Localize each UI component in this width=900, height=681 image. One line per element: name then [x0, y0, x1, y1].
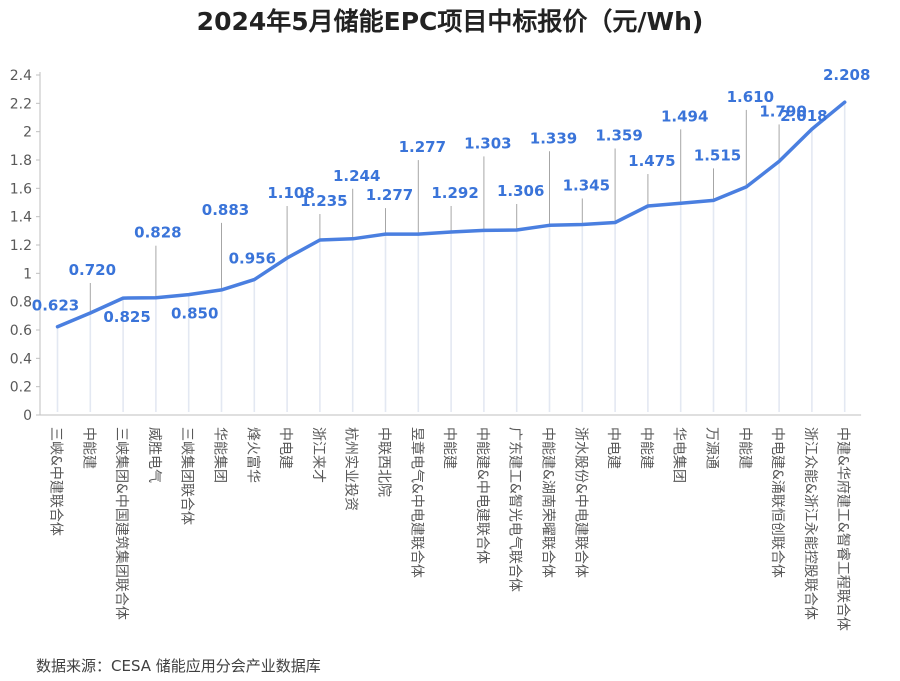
y-tick-label: 1.8: [10, 153, 32, 169]
data-point: [88, 311, 92, 315]
data-point: [56, 325, 59, 329]
x-category-label: 中能建&湖南荣曜联合体: [540, 427, 556, 578]
x-category-label: 中电建: [277, 427, 293, 469]
x-category-label: 中联西北院: [376, 427, 392, 497]
data-label: 2.018: [780, 107, 827, 125]
data-point: [646, 204, 650, 208]
data-point: [810, 127, 814, 131]
y-tick-label: 0: [23, 408, 32, 424]
data-point: [351, 237, 355, 241]
x-category-label: 华电集团: [671, 427, 688, 483]
x-category-label: 浙江众能&浙江永能控股联合体: [802, 427, 818, 620]
data-label: 1.108: [267, 184, 314, 202]
data-point: [482, 228, 486, 232]
x-category-label: 中能建: [736, 427, 752, 469]
data-point: [613, 220, 617, 224]
data-point: [154, 296, 158, 300]
y-tick-label: 0.2: [10, 380, 32, 396]
data-point: [285, 256, 289, 260]
data-point: [384, 232, 387, 236]
x-category-label: 广东建工&智光电气联合体: [507, 427, 523, 592]
y-tick-label: 1.4: [10, 210, 32, 226]
y-tick-label: 0.4: [10, 351, 32, 367]
y-tick-label: 2.4: [10, 68, 32, 84]
y-axis: 0 0.2 0.4 0.6 0.8 1 1.2 1.4 1.6 1.8 2 2.2 2.4: [10, 68, 41, 424]
data-point: [548, 223, 551, 227]
x-category-label: 三峡集团&中国建筑集团联合体: [113, 427, 130, 620]
x-category-label: 昱章电气&中电建联合体: [408, 427, 425, 578]
data-point: [449, 230, 453, 234]
data-point: [252, 278, 256, 282]
data-point: [679, 201, 683, 205]
y-tick-label: 2: [23, 125, 32, 141]
data-point: [416, 232, 420, 236]
data-label: 1.235: [300, 192, 347, 210]
x-category-label: 中能建: [441, 427, 457, 469]
data-point: [580, 222, 584, 226]
x-category-label: 中电建&涌联恒创联合体: [769, 427, 785, 578]
data-point: [121, 296, 125, 300]
x-category-label: 威胜电气: [146, 427, 162, 483]
data-point: [777, 159, 781, 163]
data-point: [187, 293, 191, 297]
data-point: [220, 288, 223, 292]
y-tick-label: 1: [23, 266, 32, 282]
data-label: 0.883: [202, 201, 249, 219]
series-line-group: [55, 100, 847, 329]
data-label: 0.956: [229, 250, 276, 268]
data-labels: 0.623 0.720 0.825 0.828 0.850 0.883 0.956 1.108…: [32, 66, 871, 326]
y-tick-label: 2.2: [10, 96, 32, 112]
x-category-label: 杭州实业投资: [343, 427, 359, 511]
data-point: [712, 198, 715, 202]
data-label: 2.208: [823, 66, 870, 84]
data-label: 1.303: [464, 134, 511, 152]
data-label: 1.475: [628, 152, 675, 170]
x-category-label: 中能建: [80, 427, 96, 469]
data-label: 1.339: [530, 129, 577, 147]
x-category-label: 烽火富华: [244, 427, 261, 483]
data-label: 1.494: [661, 107, 708, 125]
data-label: 1.277: [366, 186, 413, 204]
data-point: [843, 100, 847, 104]
data-point: [515, 228, 519, 232]
y-tick-label: 0.6: [10, 323, 32, 339]
label-leader-lines: [56, 102, 846, 412]
data-label: 0.623: [32, 297, 79, 315]
x-category-label: 三峡&中建联合体: [48, 427, 64, 536]
x-category-label: 万源通: [704, 427, 720, 469]
data-label: 1.244: [333, 167, 380, 185]
chart-title: 2024年5月储能EPC项目中标报价（元/Wh): [196, 7, 704, 36]
y-tick-label: 1.2: [10, 238, 32, 254]
data-label: 0.825: [103, 308, 150, 326]
source-note: 数据来源：CESA 储能应用分会产业数据库: [36, 657, 321, 675]
data-point: [744, 185, 748, 189]
x-category-label: 三峡集团联合体: [179, 427, 196, 525]
y-tick-label: 0.8: [10, 295, 32, 311]
data-point: [318, 238, 322, 242]
x-category-label: 中电建: [605, 427, 621, 469]
x-category-label: 中能建: [638, 427, 654, 469]
x-category-label: 中能建&中电建联合体: [474, 427, 490, 564]
data-label: 1.292: [431, 184, 478, 202]
data-label: 1.610: [727, 88, 774, 106]
x-category-label: 浙水股份&中电建联合体: [572, 427, 588, 578]
data-label: 1.359: [595, 126, 642, 144]
data-label: 0.720: [69, 261, 116, 279]
data-label: 1.277: [399, 138, 446, 156]
category-labels: 三峡&中建联合体 中能建 三峡集团&中国建筑集团联合体 威胜电气 三峡集团联合体 华能集团…: [48, 427, 851, 631]
data-label: 1.345: [563, 176, 610, 194]
data-label: 1.306: [497, 182, 544, 200]
x-category-label: 浙江来才: [310, 427, 326, 483]
data-label: 1.515: [694, 146, 741, 164]
data-label: 0.850: [171, 305, 218, 323]
x-category-label: 中建&华府建工&智睿工程联合体: [835, 427, 851, 631]
data-label: 0.828: [134, 224, 181, 242]
x-category-label: 华能集团: [212, 427, 229, 483]
data-label: 1.790: [759, 102, 806, 120]
y-tick-label: 1.6: [10, 181, 32, 197]
